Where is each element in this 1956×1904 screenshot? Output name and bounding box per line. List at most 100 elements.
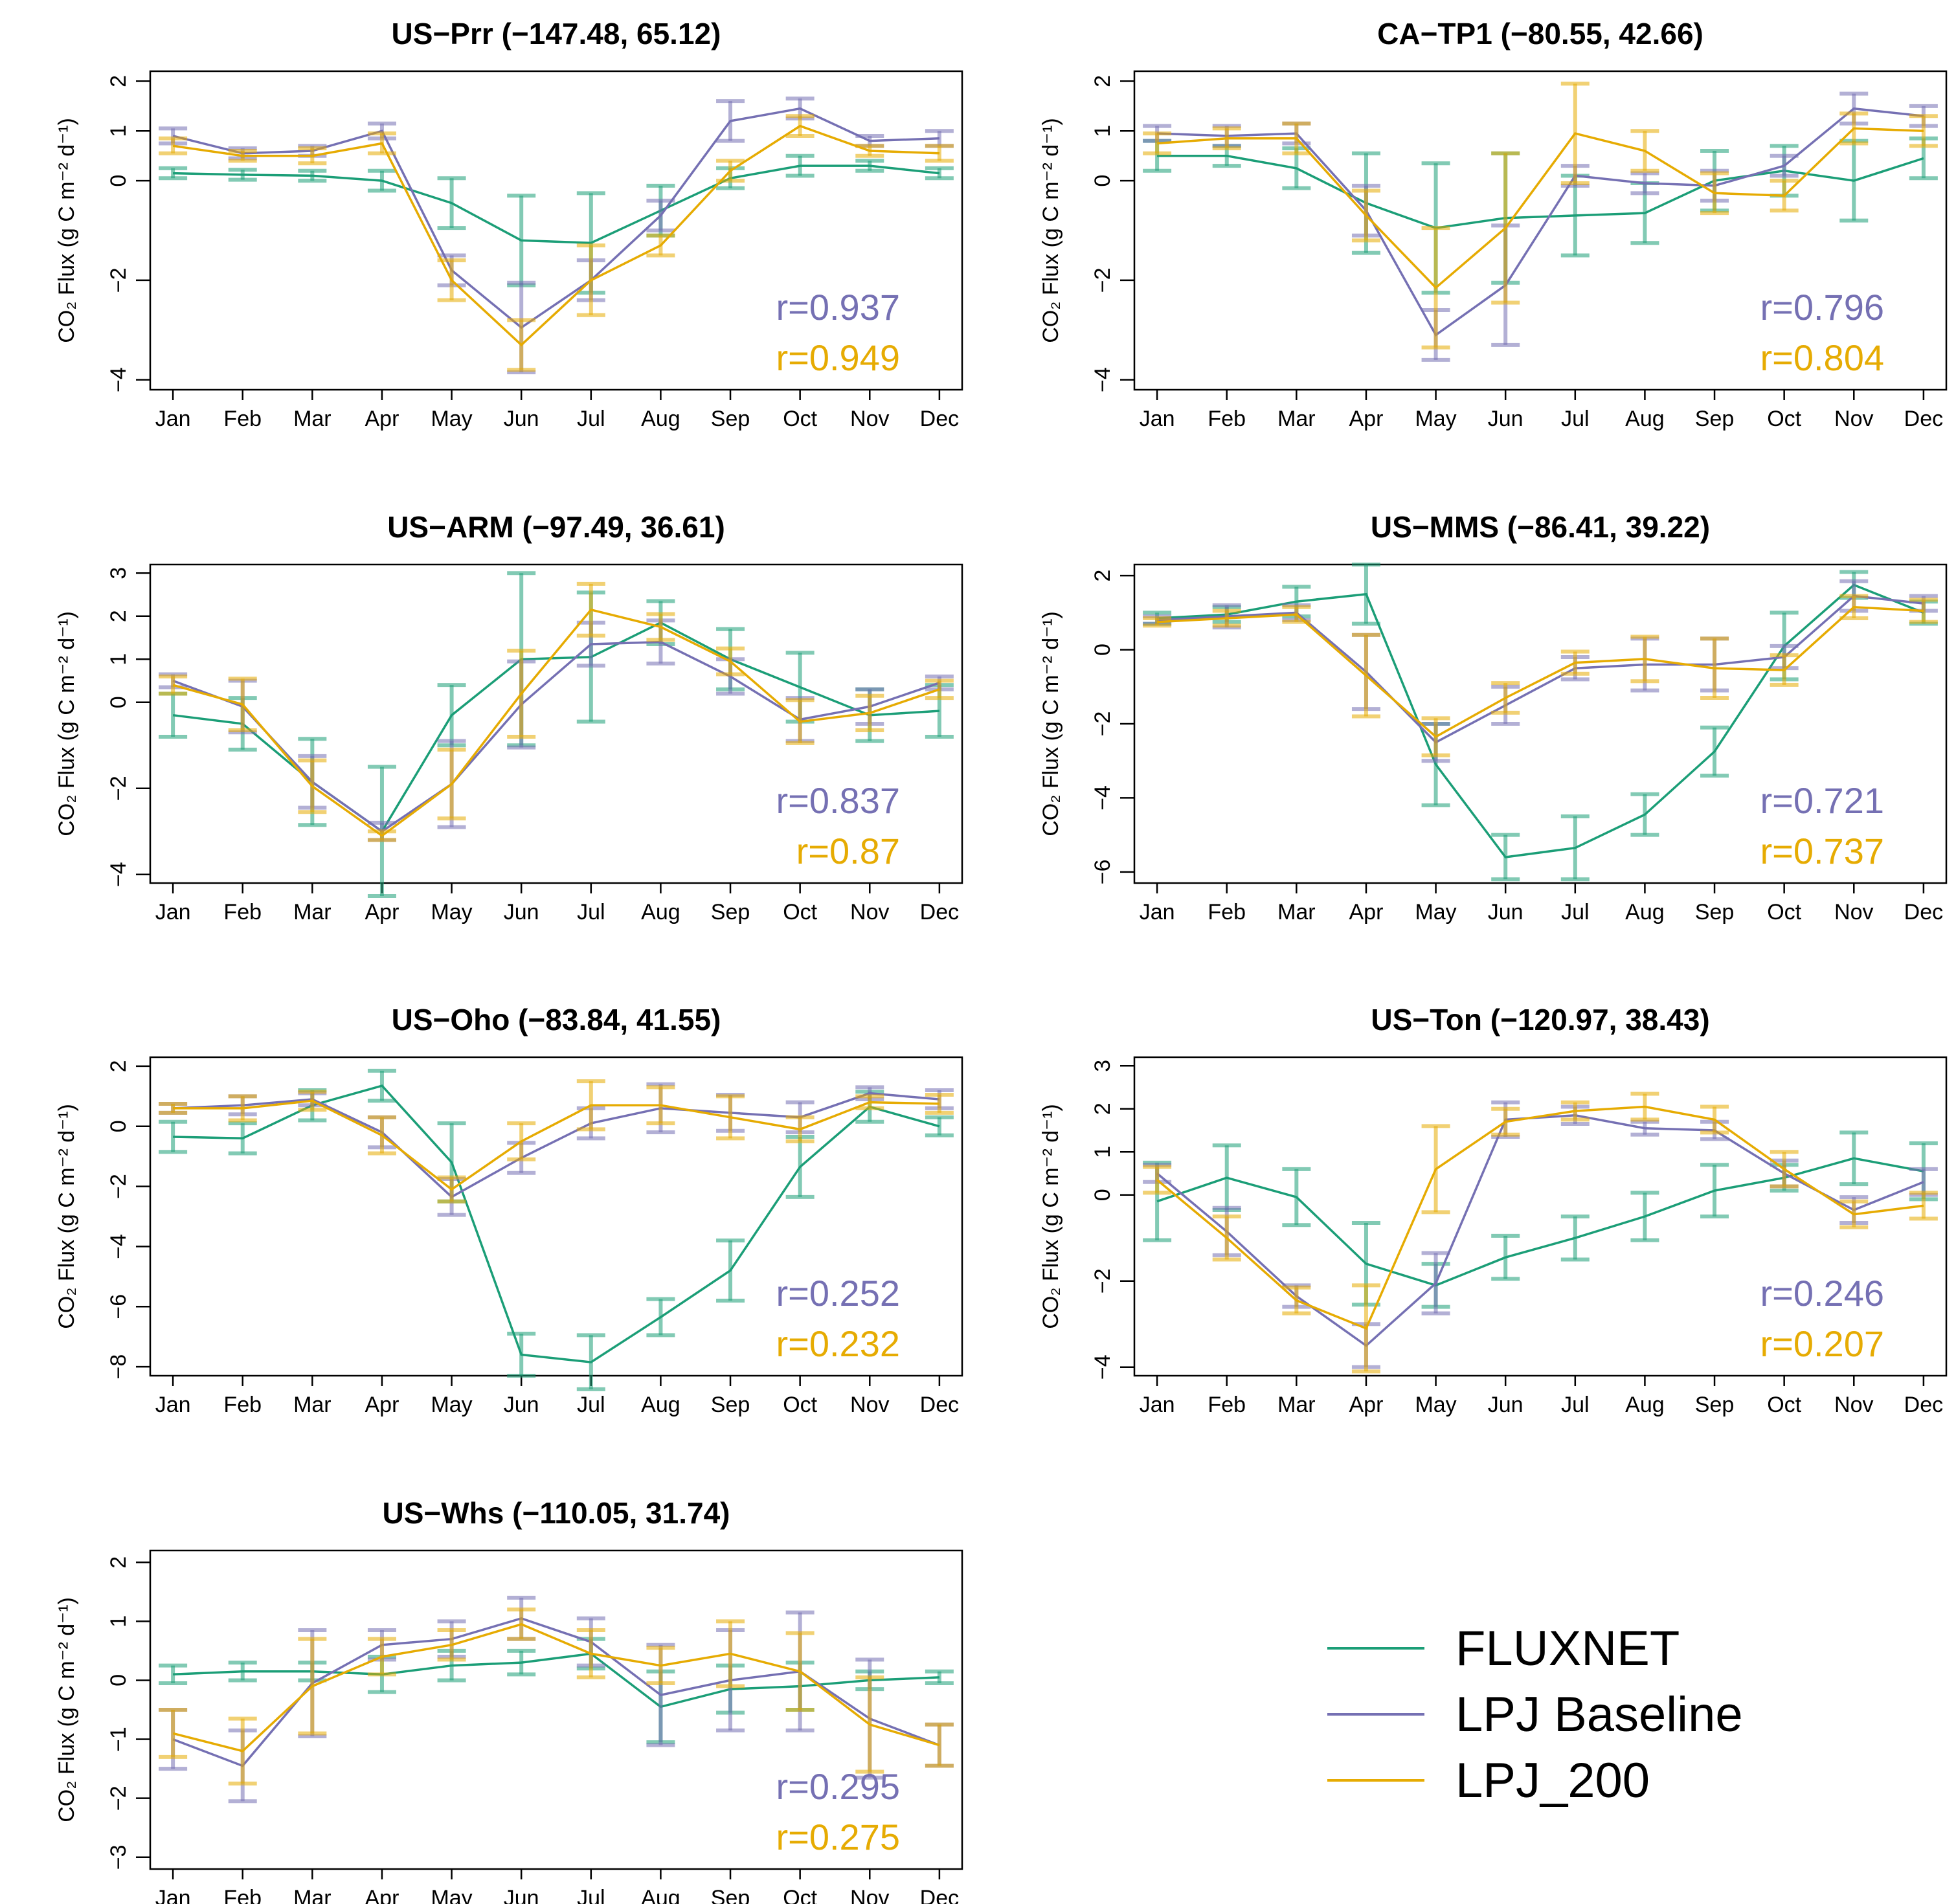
y-tick-label: 0 [1090, 644, 1115, 656]
y-tick-label: −2 [1090, 267, 1115, 293]
r-value-label: r=0.246 [1760, 1273, 1885, 1314]
panel-title: US−Ton (−120.97, 38.43) [1371, 1003, 1709, 1036]
r-value-label: r=0.796 [1760, 287, 1885, 328]
x-tick-label: Oct [783, 900, 817, 924]
y-tick-label: 2 [106, 610, 131, 622]
plot-frame [149, 563, 963, 884]
x-tick-label: Feb [223, 900, 262, 924]
r-value-label: r=0.87 [796, 831, 900, 871]
x-tick-label: Sep [711, 900, 750, 924]
plot-frame [1133, 70, 1948, 391]
x-tick-label: Oct [1767, 900, 1801, 924]
x-tick-label: Sep [711, 1393, 750, 1417]
r-value-label: r=0.737 [1760, 831, 1885, 871]
legend: FLUXNET LPJ Baseline LPJ_200 [1327, 1621, 1743, 1808]
r-value-label: r=0.207 [1760, 1323, 1885, 1364]
y-tick-label: −4 [106, 367, 131, 392]
series-lpj-200 [159, 581, 954, 842]
x-tick-label: Jul [1561, 407, 1589, 431]
x-tick-label: Jan [1140, 900, 1175, 924]
y-axis-label: CO₂ Flux (g C m⁻² d⁻¹) [54, 1597, 79, 1822]
series-line-lpj-200 [172, 1623, 940, 1753]
series-line-lpj-baseline [1157, 594, 1924, 744]
x-tick-label: May [1415, 407, 1456, 431]
plot-frame [149, 70, 963, 391]
x-tick-label: Mar [293, 900, 332, 924]
x-tick-label: Mar [1277, 1393, 1316, 1417]
panel-title: US−MMS (−86.41, 39.22) [1371, 510, 1710, 544]
y-tick-label: −3 [106, 1844, 131, 1870]
y-tick-label: 1 [106, 125, 131, 137]
r-value-label: r=0.837 [776, 780, 901, 821]
series-lpj-200 [159, 1079, 954, 1204]
x-tick-label: Oct [1767, 1393, 1801, 1417]
x-tick-label: Jun [504, 1393, 539, 1417]
x-tick-label: Dec [920, 900, 959, 924]
y-tick-label: 1 [1090, 1146, 1115, 1158]
y-tick-label: 2 [1090, 75, 1115, 87]
series-line-lpj-200 [172, 608, 940, 838]
y-tick-label: 2 [106, 1060, 131, 1072]
x-tick-label: Oct [783, 1393, 817, 1417]
chart-panel-1: US−Prr (−147.48, 65.12) −4 −2 0 1 2 CO₂ Flux (… [54, 17, 963, 431]
x-tick-label: Sep [711, 1886, 750, 1904]
chart-panels: US−Prr (−147.48, 65.12) −4 −2 0 1 2 CO₂ Flux (… [54, 17, 1948, 1904]
x-tick-label: Mar [293, 1393, 332, 1417]
y-tick-label: −4 [1090, 1354, 1115, 1380]
r-value-label: r=0.232 [776, 1323, 901, 1364]
legend-label-fluxnet: FLUXNET [1456, 1621, 1680, 1676]
x-tick-label: Nov [850, 407, 889, 431]
x-tick-label: Feb [1208, 900, 1246, 924]
legend-item-fluxnet: FLUXNET [1327, 1621, 1680, 1676]
y-tick-label: 1 [1090, 125, 1115, 137]
x-tick-label: May [431, 407, 472, 431]
x-tick-label: Oct [1767, 407, 1801, 431]
x-tick-label: May [431, 1886, 472, 1904]
x-tick-label: Jul [1561, 900, 1589, 924]
series-line-lpj-baseline [172, 107, 939, 330]
series-fluxnet [159, 1637, 954, 1745]
x-tick-label: Jul [577, 407, 605, 431]
x-tick-label: Nov [850, 1886, 889, 1904]
y-tick-label: −2 [1090, 711, 1115, 737]
y-tick-label: −2 [106, 267, 131, 293]
series-line-lpj-200 [172, 124, 939, 347]
y-tick-label: −4 [106, 1234, 131, 1259]
r-value-label: r=0.949 [776, 337, 901, 378]
series-line-lpj-baseline [172, 1617, 940, 1767]
x-tick-label: Apr [1349, 900, 1383, 924]
y-tick-label: −2 [106, 1786, 131, 1811]
x-tick-label: Nov [1834, 1393, 1873, 1417]
chart-panel-2: CA−TP1 (−80.55, 42.66) −4 −2 0 1 2 CO₂ Flux (g… [1039, 17, 1948, 431]
series-line-lpj-baseline [173, 1092, 940, 1198]
y-axis-label: CO₂ Flux (g C m⁻² d⁻¹) [1039, 1104, 1063, 1329]
series-line-fluxnet [173, 1084, 940, 1363]
x-tick-label: Jan [155, 407, 191, 431]
x-tick-label: May [431, 900, 472, 924]
x-tick-label: Dec [1904, 900, 1943, 924]
y-axis-label: CO₂ Flux (g C m⁻² d⁻¹) [1039, 118, 1063, 343]
x-tick-label: Dec [920, 1393, 959, 1417]
series-line-fluxnet [173, 164, 940, 244]
legend-item-lpj-baseline: LPJ Baseline [1327, 1687, 1743, 1742]
x-tick-label: Aug [1625, 407, 1665, 431]
x-tick-label: Sep [1695, 407, 1735, 431]
x-tick-label: Dec [920, 1886, 959, 1904]
x-tick-label: Jun [1488, 1393, 1523, 1417]
x-tick-label: Aug [641, 407, 680, 431]
x-tick-label: Aug [1625, 1393, 1665, 1417]
x-tick-label: Jun [504, 407, 539, 431]
x-tick-label: Nov [1834, 407, 1873, 431]
x-tick-label: Sep [1695, 900, 1735, 924]
y-tick-label: 1 [106, 1615, 131, 1628]
x-tick-label: Feb [223, 1393, 262, 1417]
y-axis-label: CO₂ Flux (g C m⁻² d⁻¹) [54, 1104, 79, 1329]
series-lpj-200 [1143, 82, 1938, 350]
x-tick-label: Feb [223, 407, 262, 431]
y-tick-label: 0 [106, 1120, 131, 1132]
chart-panel-3: US−ARM (−97.49, 36.61) −4 −2 0 1 2 3 CO₂ Flux (… [54, 510, 963, 924]
x-tick-label: Mar [293, 1886, 332, 1904]
y-tick-label: 3 [106, 567, 131, 579]
x-tick-label: Feb [1208, 407, 1246, 431]
